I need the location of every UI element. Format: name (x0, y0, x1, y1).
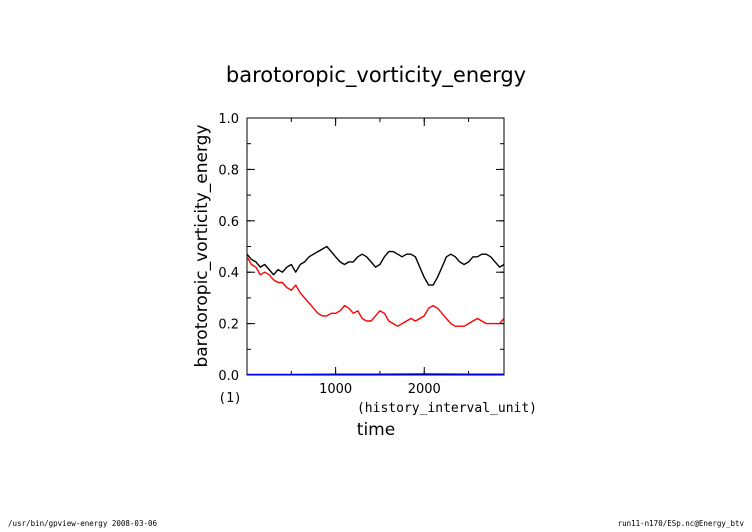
y-tick-label: 0.6 (218, 215, 239, 230)
y-tick-label: 0.8 (218, 163, 239, 178)
y-units: (1) (218, 391, 241, 406)
x-tick-label: 1000 (319, 382, 352, 397)
x-ticks: 1000 2000 (290, 118, 470, 397)
data-lines (246, 245, 505, 376)
y-tick-label: 0.2 (218, 318, 239, 333)
plot-frame (246, 117, 505, 376)
y-tick-label: 1.0 (218, 112, 239, 127)
footer-right: run11-n170/ESp.nc@Energy_btv (618, 519, 745, 528)
series-line-1 (246, 256, 505, 327)
series-line-2 (247, 373, 504, 376)
y-tick-label: 0.4 (218, 266, 239, 281)
series-line-0 (246, 245, 505, 286)
chart-title: barotoropic_vorticity_energy (226, 63, 526, 88)
x-tick-label: 2000 (408, 382, 441, 397)
y-ticks: 0.0 0.2 0.4 0.6 0.8 1.0 (218, 112, 504, 384)
footer-left: /usr/bin/gpview-energy 2008-03-06 (8, 519, 157, 528)
y-tick-label: 0.0 (218, 369, 239, 384)
x-units: (history_interval_unit) (357, 401, 537, 416)
y-axis-label: barotoropic_vorticity_energy (192, 124, 212, 367)
x-axis-label: time (357, 420, 395, 440)
